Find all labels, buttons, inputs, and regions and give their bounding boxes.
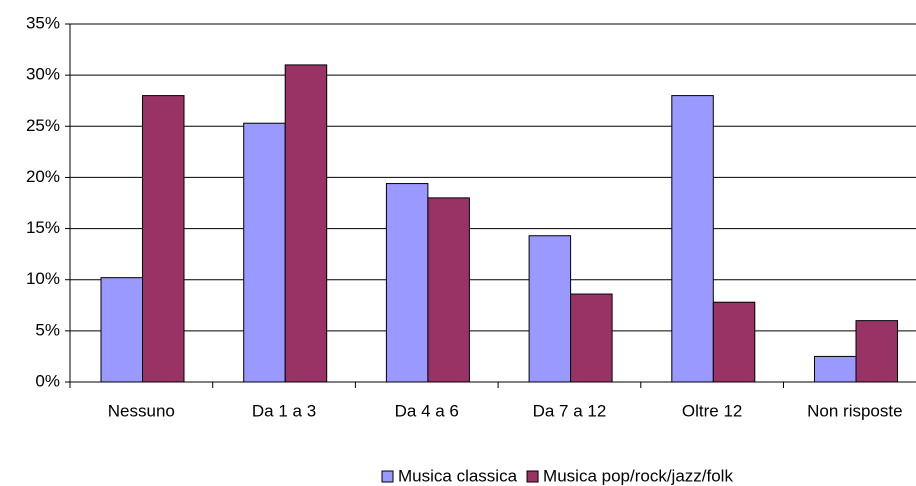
bar <box>712 301 756 383</box>
legend-swatch <box>381 470 394 483</box>
x-tick-label: Da 1 a 3 <box>252 401 316 420</box>
y-tick-label: 30% <box>26 65 60 84</box>
x-tick-label: Da 7 a 12 <box>533 401 607 420</box>
y-tick-label: 20% <box>26 167 60 186</box>
bar <box>855 320 898 383</box>
bar <box>243 122 286 383</box>
y-tick-label: 10% <box>26 269 60 288</box>
x-tick-label: Oltre 12 <box>682 401 742 420</box>
y-tick-label: 5% <box>35 320 60 339</box>
legend-label: Musica classica <box>398 466 518 485</box>
x-tick-label: Da 4 a 6 <box>395 401 459 420</box>
bar <box>284 64 328 383</box>
bar <box>814 355 857 383</box>
x-tick-label: Nessuno <box>108 401 175 420</box>
bar <box>570 293 613 383</box>
x-tick-label: Non risposte <box>807 401 902 420</box>
y-tick-label: 15% <box>26 218 60 237</box>
bar <box>427 197 470 383</box>
bar <box>385 183 429 383</box>
y-tick-label: 35% <box>26 13 60 32</box>
legend-label: Musica pop/rock/jazz/folk <box>543 466 733 485</box>
legend-swatch <box>526 470 539 483</box>
bar <box>100 277 143 383</box>
y-tick-label: 25% <box>26 116 60 135</box>
y-tick-label: 0% <box>35 371 60 390</box>
bar <box>142 95 185 383</box>
bar <box>671 95 714 383</box>
bar <box>528 235 572 383</box>
